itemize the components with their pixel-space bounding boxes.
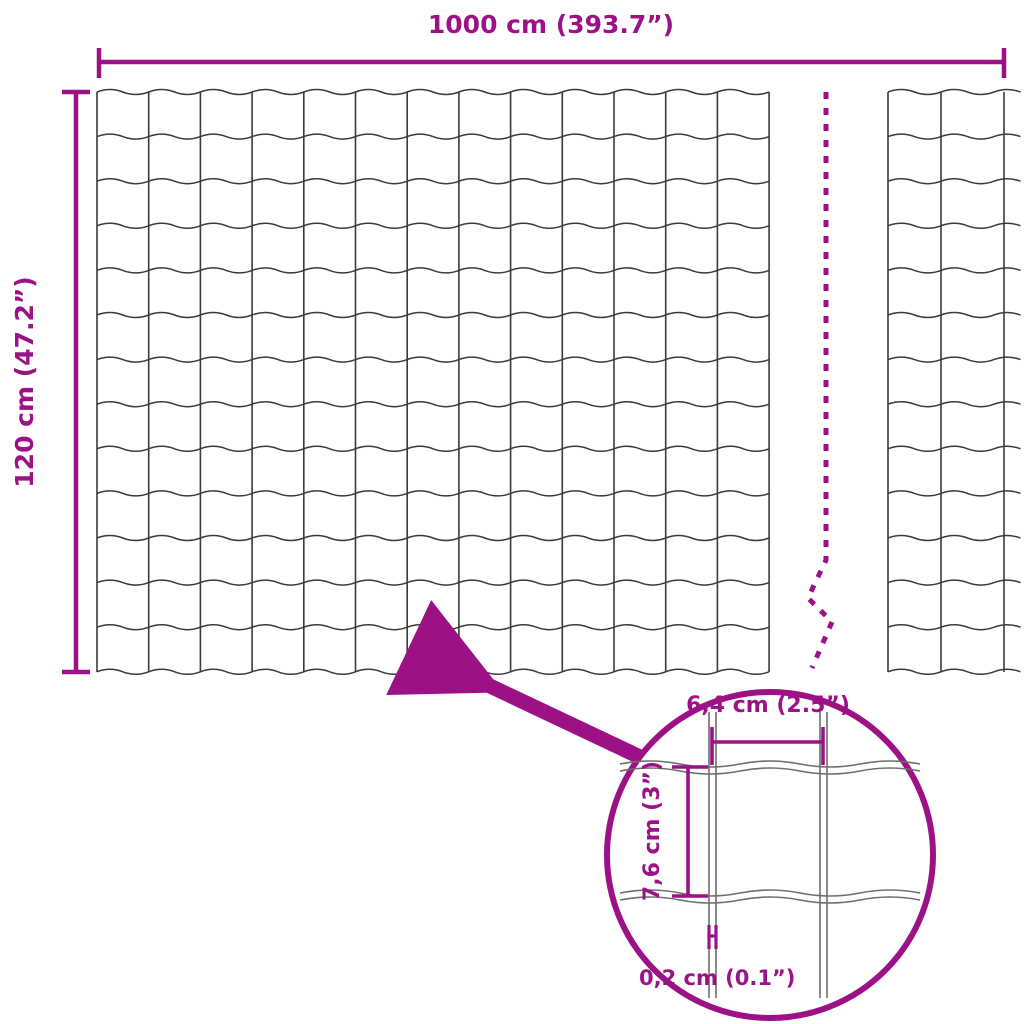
detail-wire-thickness-label: 0,2 cm (0.1”) xyxy=(639,966,795,990)
detail-mesh-horizontal-wires xyxy=(619,760,921,904)
height-dimension-label: 120 cm (47.2”) xyxy=(10,276,39,487)
continuation-horizontal-wires xyxy=(887,88,1021,676)
detail-mesh-height-dimension xyxy=(672,765,708,898)
detail-mesh-vertical-wires xyxy=(708,712,828,998)
main-mesh-panel xyxy=(96,88,770,676)
main-mesh-vertical-wires xyxy=(96,92,770,672)
detail-mesh-height-label: 7,6 cm (3”) xyxy=(640,761,665,901)
break-line-dashed xyxy=(804,92,835,669)
continuation-mesh-panel xyxy=(887,88,1021,676)
detail-mesh-width-label: 6,4 cm (2.5”) xyxy=(686,693,850,718)
width-dimension xyxy=(96,48,1007,78)
height-dimension xyxy=(62,89,90,675)
detail-wire-thickness-dimension xyxy=(707,925,718,949)
callout-arrow xyxy=(386,600,644,764)
main-mesh-horizontal-wires xyxy=(96,88,770,676)
width-dimension-label: 1000 cm (393.7”) xyxy=(428,10,674,39)
detail-mesh-width-dimension xyxy=(710,727,825,765)
continuation-vertical-wires xyxy=(887,92,1005,672)
